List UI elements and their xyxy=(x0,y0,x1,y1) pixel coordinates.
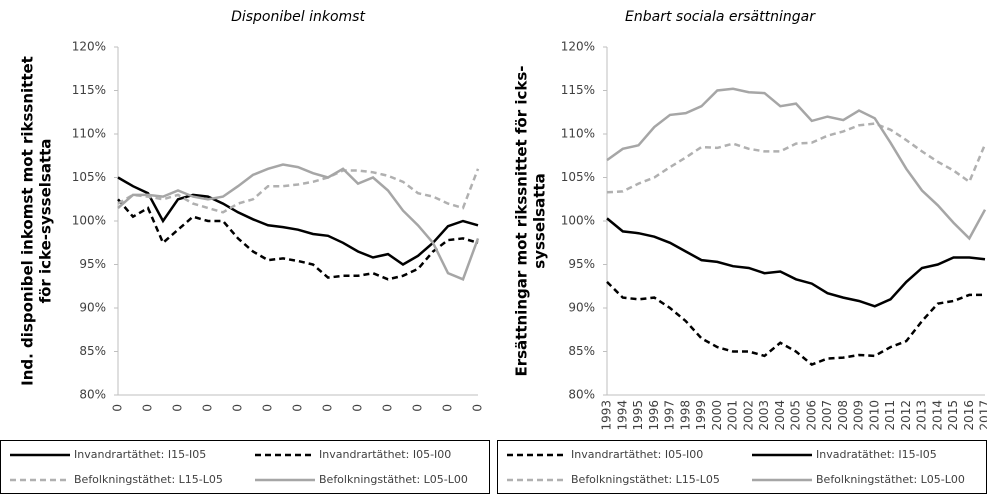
y-tick-label: 95% xyxy=(79,257,106,271)
y-axis-label: sysselsatta xyxy=(531,173,549,268)
y-axis-label: Ind. disponibel inkomst mot rikssnittet xyxy=(19,56,37,386)
y-tick-label: 85% xyxy=(79,344,106,358)
y-tick-label: 110% xyxy=(72,127,106,141)
x-tick-label: 0 xyxy=(351,404,365,412)
x-tick-label: 2016 xyxy=(962,400,976,431)
x-tick-label: 1999 xyxy=(694,400,708,431)
legend-label: Invandrartäthet: I15-I05 xyxy=(74,448,206,461)
y-tick-label: 110% xyxy=(561,127,595,141)
x-tick-label: 1998 xyxy=(678,400,692,431)
x-tick-label: 1994 xyxy=(615,400,629,431)
y-tick-label: 85% xyxy=(568,344,595,358)
x-tick-label: 2012 xyxy=(899,400,913,431)
x-tick-label: 0 xyxy=(261,404,275,412)
y-tick-label: 115% xyxy=(72,83,106,97)
legend-label: Befolkningstäthet: L15-L05 xyxy=(74,473,223,486)
x-tick-label: 2010 xyxy=(867,400,881,431)
legend-label: Befolkningstäthet: L15-L05 xyxy=(571,473,720,486)
y-tick-label: 115% xyxy=(561,83,595,97)
x-tick-label: 0 xyxy=(441,404,455,412)
x-tick-label: 2013 xyxy=(915,400,929,431)
legend-label: Befolkningstäthet: L05-L00 xyxy=(816,473,965,486)
y-axis-label: Ersättningar mot rikssnittet för icks- xyxy=(513,65,531,376)
chart-title: Disponibel inkomst xyxy=(231,9,365,25)
y-tick-label: 120% xyxy=(72,40,106,54)
x-tick-label: 2004 xyxy=(773,400,787,431)
x-tick-label: 0 xyxy=(411,404,425,412)
legend-label: Invandrartäthet: I05-I00 xyxy=(319,448,451,461)
y-tick-label: 95% xyxy=(568,257,595,271)
y-tick-label: 100% xyxy=(72,214,106,228)
x-tick-label: 2007 xyxy=(820,400,834,431)
series-line xyxy=(606,217,986,308)
y-tick-label: 120% xyxy=(561,40,595,54)
x-tick-label: 0 xyxy=(471,404,485,412)
x-tick-label: 2008 xyxy=(836,400,850,431)
x-tick-label: 2001 xyxy=(726,400,740,431)
x-tick-label: 2006 xyxy=(804,400,818,431)
legend-label: Invadratäthet: I15-I05 xyxy=(816,448,937,461)
x-tick-label: 2017 xyxy=(978,400,987,431)
x-tick-label: 2009 xyxy=(852,400,866,431)
x-tick-label: 1993 xyxy=(600,400,614,431)
x-tick-label: 0 xyxy=(291,404,305,412)
series-line xyxy=(117,176,479,266)
series-line xyxy=(117,198,479,281)
x-tick-label: 1995 xyxy=(631,400,645,431)
y-tick-label: 80% xyxy=(79,388,106,402)
y-tick-label: 90% xyxy=(79,301,106,315)
y-tick-label: 90% xyxy=(568,301,595,315)
x-tick-label: 2005 xyxy=(789,400,803,431)
series-line xyxy=(606,87,987,241)
series-line xyxy=(606,122,987,194)
x-tick-label: 0 xyxy=(231,404,245,412)
legend-label: Befolkningstäthet: L05-L00 xyxy=(319,473,468,486)
x-tick-label: 0 xyxy=(111,404,125,412)
x-tick-label: 0 xyxy=(171,404,185,412)
x-tick-label: 2015 xyxy=(946,400,960,431)
y-tick-label: 100% xyxy=(561,214,595,228)
x-tick-label: 0 xyxy=(321,404,335,412)
series-line xyxy=(117,168,480,214)
x-tick-label: 0 xyxy=(141,404,155,412)
y-axis-label: för icke-sysselsatta xyxy=(37,139,55,304)
x-tick-label: 2003 xyxy=(757,400,771,431)
y-tick-label: 105% xyxy=(72,170,106,184)
series-line xyxy=(117,163,480,281)
x-tick-label: 0 xyxy=(201,404,215,412)
x-tick-label: 2002 xyxy=(741,400,755,431)
x-tick-label: 2011 xyxy=(883,400,897,431)
x-tick-label: 1996 xyxy=(647,400,661,431)
x-tick-label: 2000 xyxy=(710,400,724,431)
x-tick-label: 2014 xyxy=(930,400,944,431)
chart-title: Enbart sociala ersättningar xyxy=(625,9,816,25)
x-tick-label: 1997 xyxy=(663,400,677,431)
legend-label: Invandrartäthet: I05-I00 xyxy=(571,448,703,461)
y-tick-label: 105% xyxy=(561,170,595,184)
y-tick-label: 80% xyxy=(568,388,595,402)
series-line xyxy=(606,281,985,367)
x-tick-label: 0 xyxy=(381,404,395,412)
